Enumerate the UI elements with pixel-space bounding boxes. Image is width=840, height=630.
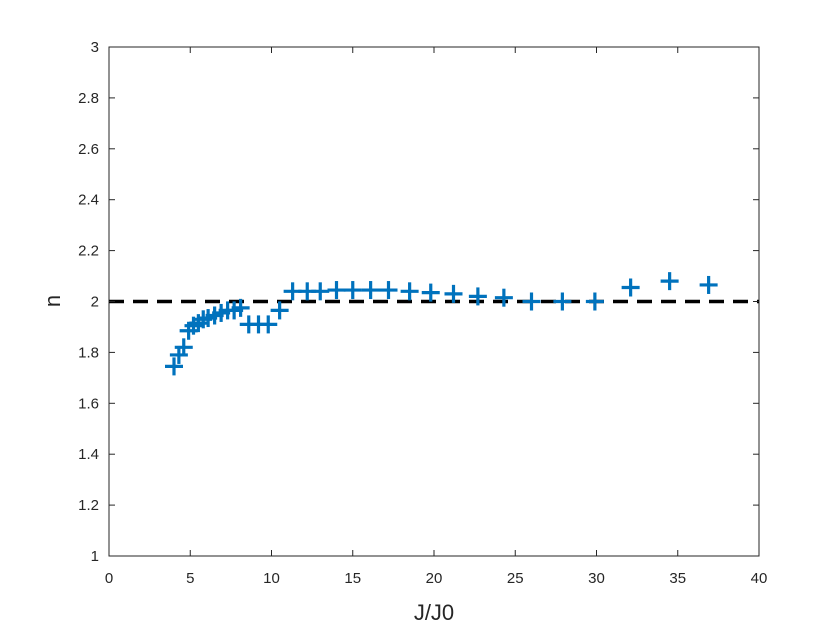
y-tick-label: 2.6 (78, 141, 99, 158)
data-layer (165, 272, 718, 376)
data-point (553, 292, 572, 311)
x-tick-label: 15 (344, 570, 361, 587)
data-point (379, 281, 398, 300)
x-tick-label: 5 (186, 570, 194, 587)
data-point (660, 272, 679, 291)
x-axis-ticks: 0 5 10 15 20 25 30 35 40 (105, 47, 768, 587)
y-tick-label: 1.4 (78, 446, 99, 463)
y-tick-label: 1.2 (78, 497, 99, 514)
data-point (165, 357, 183, 376)
y-axis-ticks: 1 1.2 1.4 1.6 1.8 2 2.2 2.4 2.6 2.8 3 (78, 39, 759, 565)
data-point (259, 315, 278, 334)
y-tick-label: 1 (91, 548, 99, 565)
data-point (444, 284, 463, 303)
data-point (327, 281, 346, 300)
data-point (270, 301, 289, 320)
x-tick-label: 35 (669, 570, 686, 587)
data-point (400, 282, 419, 301)
x-tick-label: 0 (105, 570, 113, 587)
data-point (621, 278, 640, 297)
y-tick-label: 1.6 (78, 395, 99, 412)
x-tick-label: 40 (751, 570, 768, 587)
data-point (311, 282, 330, 301)
x-axis-label: J/J0 (414, 600, 454, 625)
y-tick-label: 2.8 (78, 90, 99, 107)
x-tick-label: 25 (507, 570, 524, 587)
data-point (699, 275, 718, 294)
data-point (231, 298, 250, 317)
data-point (494, 288, 513, 307)
x-tick-label: 30 (588, 570, 605, 587)
data-point (174, 338, 193, 357)
y-axis-label: n (40, 295, 65, 307)
y-tick-label: 2.2 (78, 243, 99, 260)
y-tick-label: 2 (91, 294, 99, 311)
data-point (421, 283, 440, 302)
y-tick-label: 3 (91, 39, 99, 56)
data-point (585, 292, 604, 311)
data-point (361, 281, 380, 300)
data-point (468, 287, 487, 306)
y-tick-label: 1.8 (78, 344, 99, 361)
data-point (522, 292, 541, 311)
x-tick-label: 10 (263, 570, 280, 587)
x-tick-label: 20 (426, 570, 443, 587)
data-point (343, 281, 362, 300)
y-tick-label: 2.4 (78, 192, 99, 209)
